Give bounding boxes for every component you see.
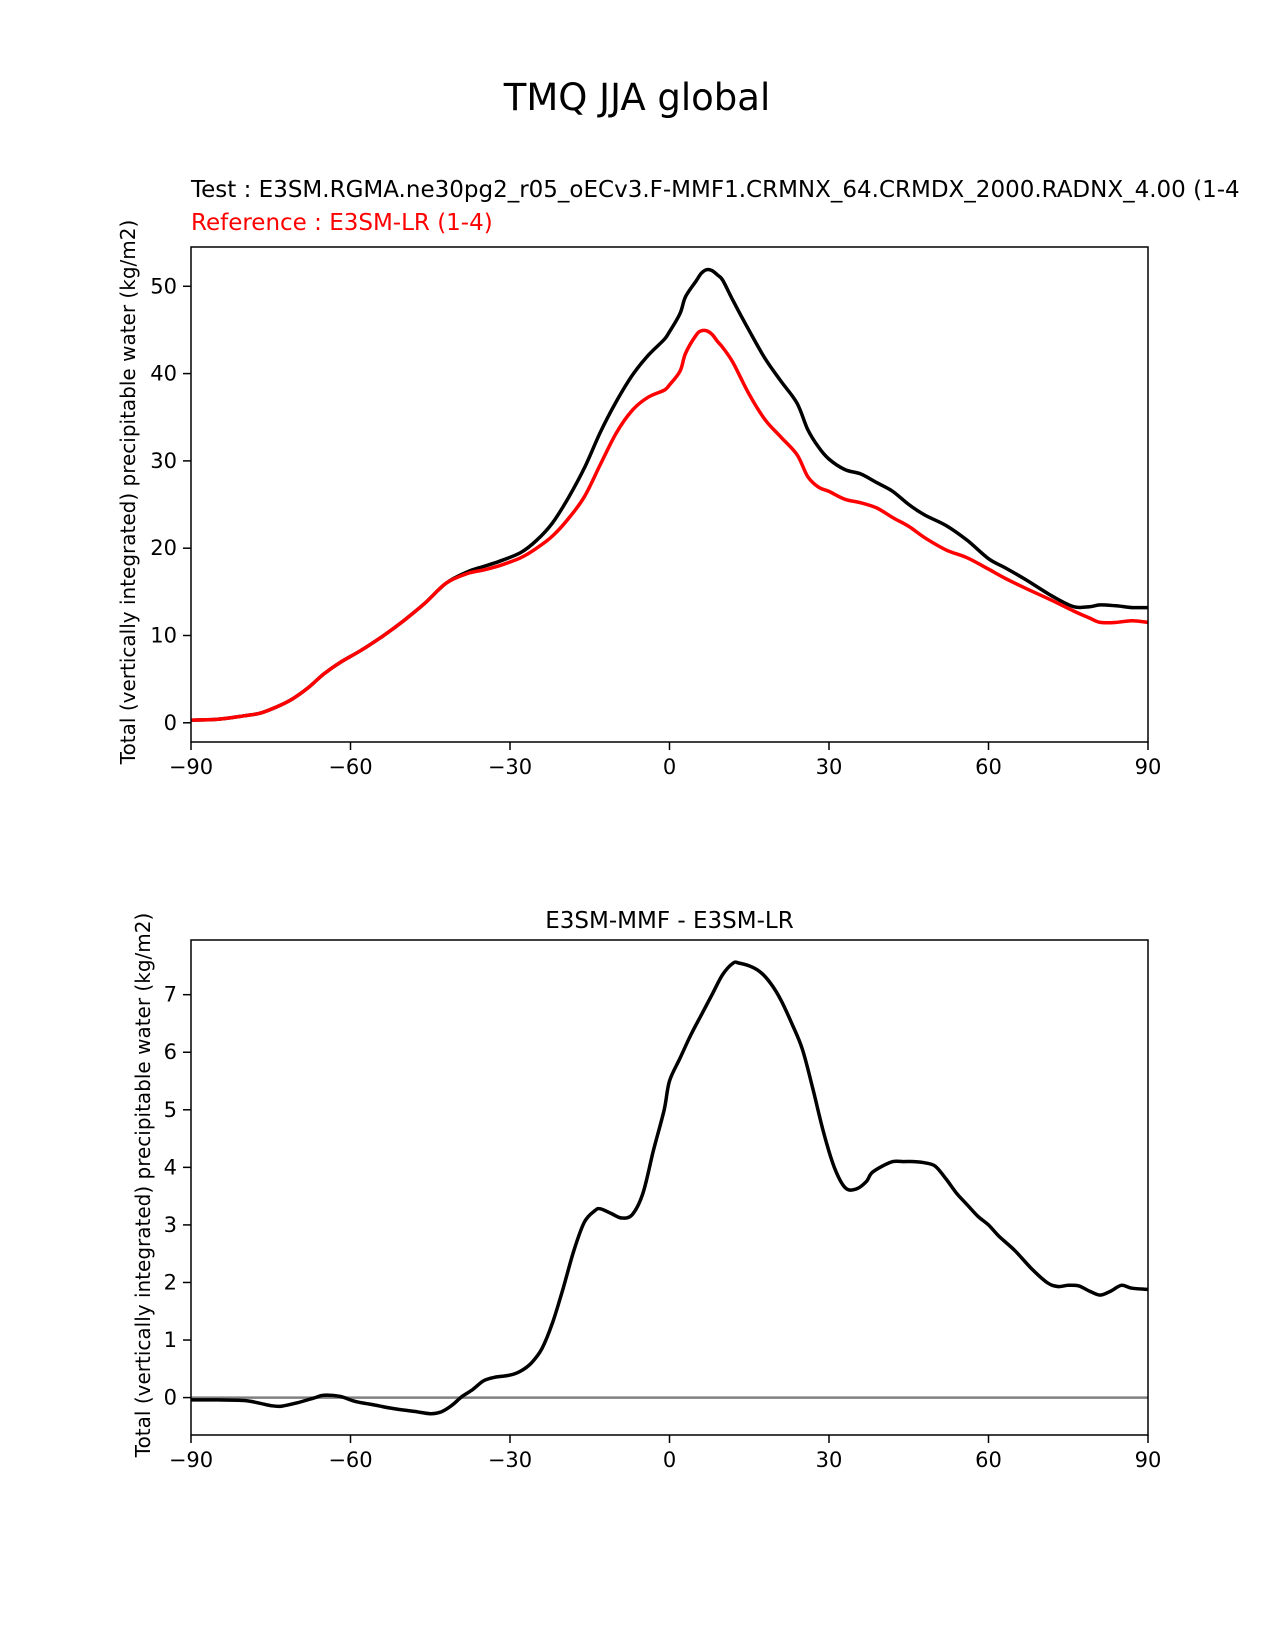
bottom-y-axis-label: Total (vertically integrated) precipitab… [131,913,155,1459]
top-y-tick-label: 10 [150,623,177,647]
top-series-line-reference [190,328,1149,722]
test-label: Test : E3SM.RGMA.ne30pg2_r05_oECv3.F-MMF… [190,177,1240,203]
reference-label: Reference : E3SM-LR (1-4) [191,210,493,236]
top-y-tick-label: 0 [164,711,177,735]
bottom-y-tick-label: 2 [164,1270,177,1294]
bottom-x-tick-label: 0 [663,1448,676,1472]
figure-title: TMQ JJA global [503,76,771,119]
top-y-axis-label: Total (vertically integrated) precipitab… [116,220,140,766]
bottom-x-tick-label: −60 [328,1448,372,1472]
top-y-tick-label: 50 [150,274,177,298]
bottom-x-tick-label: 90 [1135,1448,1162,1472]
bottom-y-tick-label: 5 [164,1098,177,1122]
bottom-x-tick-label: 30 [816,1448,843,1472]
bottom-y-tick-label: 0 [164,1386,177,1410]
bottom-y-tick-label: 3 [164,1213,177,1237]
top-x-tick-label: 90 [1135,755,1162,779]
bottom-y-tick-label: 4 [164,1155,177,1179]
bottom-x-tick-label: 60 [975,1448,1002,1472]
bottom-x-tick-label: −30 [488,1448,532,1472]
top-panel: Test : E3SM.RGMA.ne30pg2_r05_oECv3.F-MMF… [116,177,1240,779]
top-x-tick-label: 60 [975,755,1002,779]
top-plot-frame [190,246,1149,743]
bottom-plot-frame [190,939,1149,1436]
top-x-tick-label: 0 [663,755,676,779]
top-y-tick-label: 20 [150,536,177,560]
bottom-x-tick-label: −90 [169,1448,213,1472]
top-x-tick-label: −60 [328,755,372,779]
bottom-series-line-e3sm-mmf-e3sm-lr [190,960,1149,1416]
top-x-tick-label: 30 [816,755,843,779]
bottom-panel: E3SM-MMF - E3SM-LR Total (vertically int… [131,908,1161,1472]
top-y-tick-label: 40 [150,362,177,386]
bottom-y-tick-label: 6 [164,1040,177,1064]
difference-title: E3SM-MMF - E3SM-LR [545,908,793,934]
top-x-tick-label: −30 [488,755,532,779]
top-series-line-test [190,267,1149,722]
top-x-tick-label: −90 [169,755,213,779]
bottom-y-tick-label: 1 [164,1328,177,1352]
bottom-y-tick-label: 7 [164,983,177,1007]
top-y-tick-label: 30 [150,449,177,473]
